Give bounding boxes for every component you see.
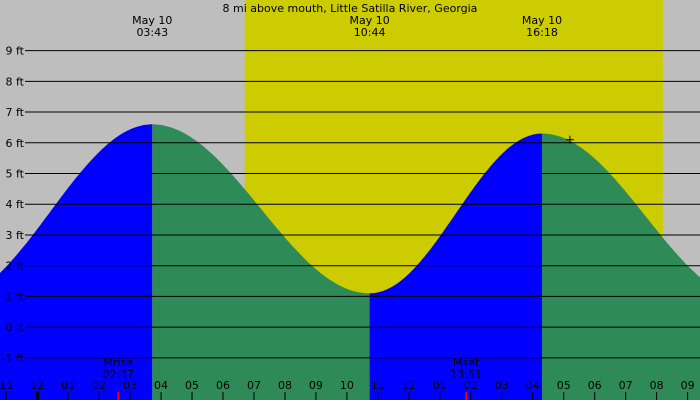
y-tick-label: 4 ft [6, 198, 25, 211]
y-tick-label: 9 ft [6, 45, 25, 58]
moon-event-label: Mrise [103, 356, 133, 369]
gridline-layer: 9 ft 8 ft 7 ft 6 ft 5 ft 4 ft 3 ft 2 ft 1 ft 0 ft… [2, 45, 700, 365]
x-tick-label: 05 [557, 379, 571, 392]
moon-event-time: 13:51 [450, 368, 482, 381]
y-tick-label: 7 ft [6, 106, 25, 119]
x-tick-label: 12 [402, 379, 416, 392]
y-tick-label: 1 ft [6, 290, 25, 303]
rising-tide-area-2 [369, 133, 542, 400]
y-tick-label: 8 ft [6, 75, 25, 88]
y-tick-label: -1 ft [2, 352, 25, 365]
x-tick-label: 11 [371, 379, 385, 392]
rising-tide-area-0 [0, 124, 153, 400]
x-tick-label: 02 [464, 379, 478, 392]
x-tick-label: 01 [61, 379, 75, 392]
x-tick-label: 09 [309, 379, 323, 392]
current-time-marker [565, 135, 574, 144]
midnight-marker [36, 392, 40, 400]
falling-tide-area-1 [152, 124, 370, 400]
x-tick-label: 11 [0, 379, 13, 392]
x-tick-label: 12 [30, 379, 44, 392]
extreme-date-label: May 10 [349, 14, 389, 27]
x-tick-label: 08 [650, 379, 664, 392]
x-tick-label: 06 [216, 379, 230, 392]
chart-title: 8 mi above mouth, Little Satilla River, … [223, 2, 478, 15]
x-tick-label: 05 [185, 379, 199, 392]
extreme-date-label: May 10 [132, 14, 172, 27]
x-tick-label: 03 [495, 379, 509, 392]
moon-event-time: 02:37 [102, 368, 134, 381]
x-axis-layer: 11 12 01 02 03 04 05 06 07 08 09 10 11 12 01 02 03 04 05 06… [0, 379, 695, 400]
tide-area-layer [0, 124, 700, 400]
y-tick-label: 6 ft [6, 137, 25, 150]
moon-event-label: Mset [453, 356, 480, 369]
x-tick-label: 07 [619, 379, 633, 392]
y-tick-label: 0 ft [6, 321, 25, 334]
x-tick-label: 04 [526, 379, 540, 392]
x-tick-label: 06 [588, 379, 602, 392]
falling-tide-area-3 [542, 133, 700, 400]
y-tick-label: 3 ft [6, 229, 25, 242]
extreme-time-label: 03:43 [136, 26, 168, 39]
x-tick-label: 02 [92, 379, 106, 392]
x-tick-label: 04 [154, 379, 168, 392]
x-tick-label: 01 [433, 379, 447, 392]
x-tick-label: 03 [123, 379, 137, 392]
y-tick-label: 2 ft [6, 260, 25, 273]
marker-layer [565, 135, 574, 144]
y-tick-label: 5 ft [6, 168, 25, 181]
x-tick-label: 07 [247, 379, 261, 392]
extreme-time-label: 16:18 [526, 26, 558, 39]
x-tick-label: 10 [340, 379, 354, 392]
x-tick-label: 08 [278, 379, 292, 392]
extreme-date-label: May 10 [522, 14, 562, 27]
extreme-time-label: 10:44 [354, 26, 386, 39]
x-tick-label: 09 [681, 379, 695, 392]
label-layer: 8 mi above mouth, Little Satilla River, … [102, 2, 562, 381]
